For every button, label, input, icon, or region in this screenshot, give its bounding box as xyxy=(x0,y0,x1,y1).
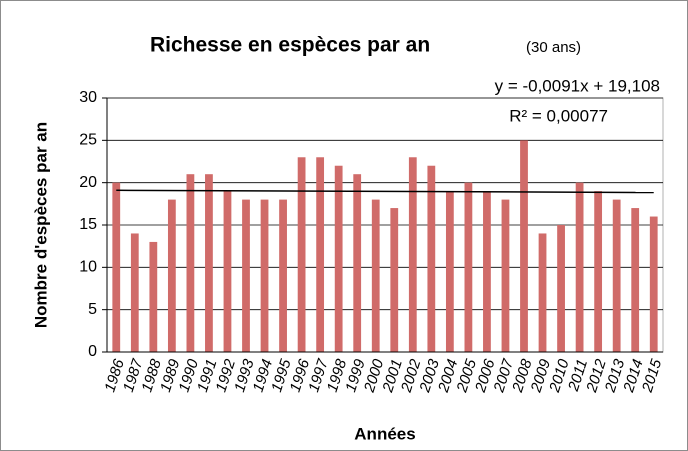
bar xyxy=(186,174,195,352)
y-tick-label: 20 xyxy=(79,174,97,191)
bar xyxy=(223,191,232,352)
bar xyxy=(649,216,658,352)
bar xyxy=(167,199,176,352)
bar xyxy=(594,191,603,352)
bar xyxy=(316,157,325,352)
bar xyxy=(130,233,139,352)
bar xyxy=(390,208,399,352)
y-tick-label: 0 xyxy=(88,343,97,360)
bar xyxy=(334,165,343,352)
bar xyxy=(297,157,306,352)
bar xyxy=(538,233,547,352)
bar xyxy=(205,174,213,352)
bar xyxy=(575,182,584,352)
y-tick-label: 10 xyxy=(79,259,97,276)
trendline-r2: R² = 0,00077 xyxy=(509,106,608,125)
bar xyxy=(242,199,250,352)
bar xyxy=(112,182,121,352)
trendline xyxy=(116,189,654,194)
y-tick-label: 30 xyxy=(79,89,97,106)
y-axis-title: Nombre d'espèces par an xyxy=(31,122,50,328)
bar xyxy=(408,157,417,352)
bar xyxy=(612,199,621,352)
bar xyxy=(260,199,269,352)
y-tick-label: 25 xyxy=(79,132,97,149)
bar xyxy=(371,199,380,352)
chart-subtitle: (30 ans) xyxy=(526,39,581,56)
bar xyxy=(149,241,158,352)
bar xyxy=(279,199,287,352)
bar xyxy=(483,191,491,352)
bar xyxy=(520,140,528,352)
trendline-equation: y = -0,0091x + 19,108 xyxy=(495,76,660,95)
x-axis-title: Années xyxy=(354,424,415,443)
chart-title: Richesse en espèces par an xyxy=(150,34,430,57)
bar xyxy=(557,225,565,352)
bar xyxy=(464,182,473,352)
bar xyxy=(353,174,362,352)
bar xyxy=(631,208,640,352)
bar xyxy=(445,191,454,352)
y-tick-label: 15 xyxy=(79,216,97,233)
bar xyxy=(501,199,510,352)
y-tick-label: 5 xyxy=(88,301,97,318)
bar xyxy=(427,165,436,352)
